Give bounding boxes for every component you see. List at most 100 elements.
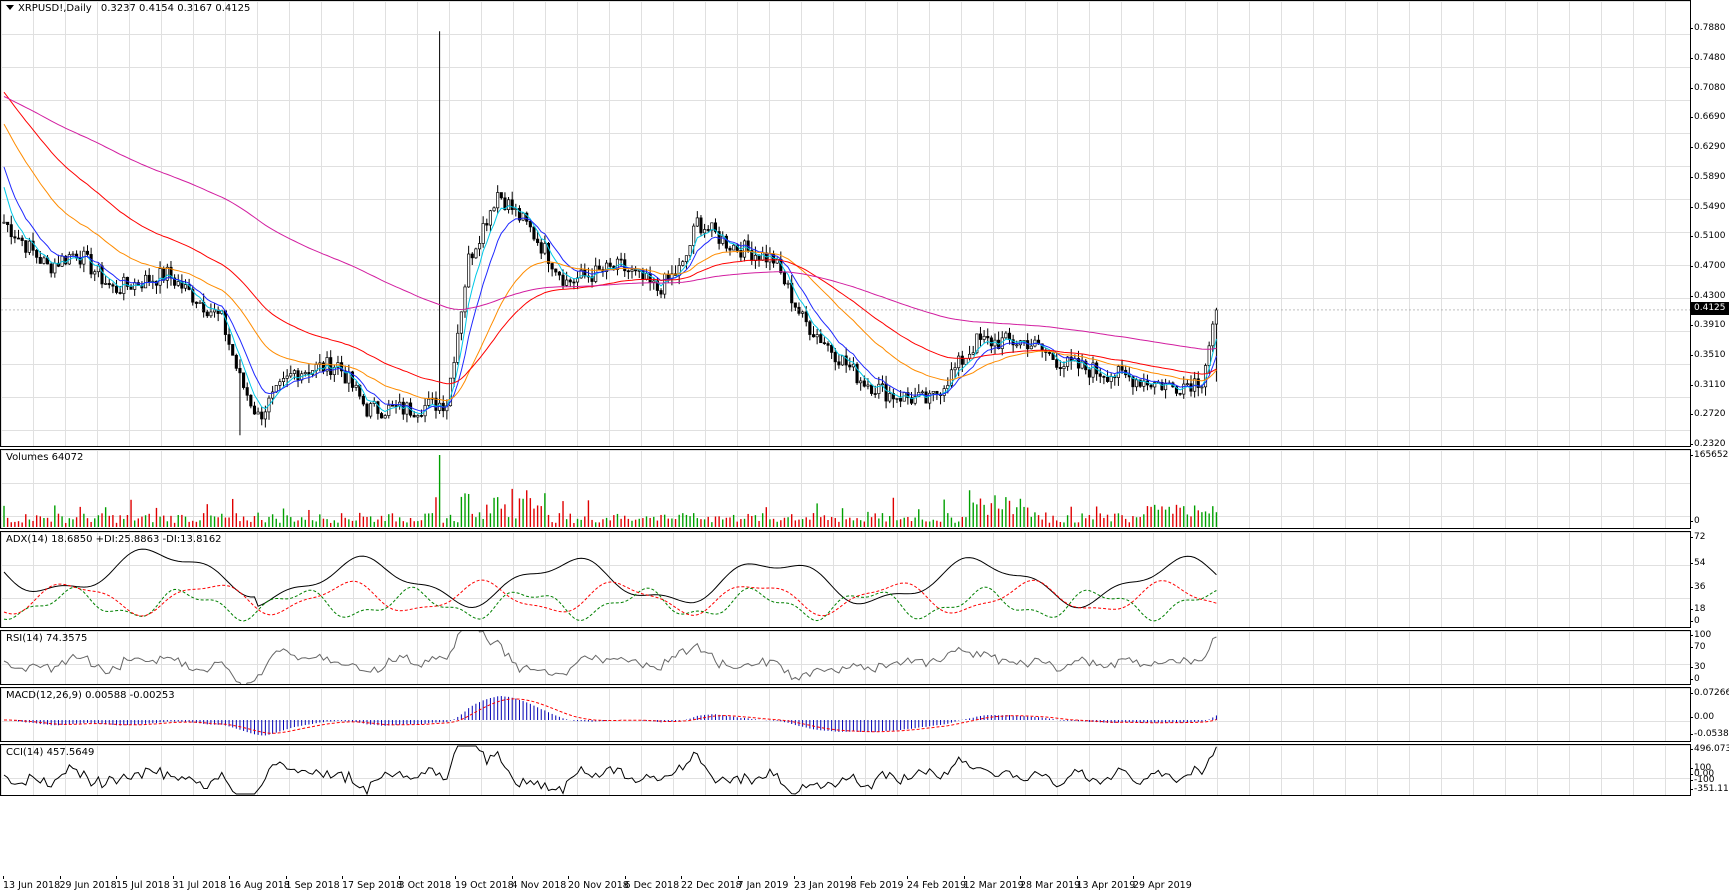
candle [111, 282, 115, 294]
date-tick: 3 Oct 2018 [398, 876, 452, 891]
date-tick: 29 Apr 2019 [1133, 876, 1192, 891]
adx-axis-36: 36 [1689, 582, 1706, 592]
date-tick: 20 Nov 2018 [568, 876, 629, 891]
candle [1095, 360, 1099, 381]
indicator-line [3, 548, 1217, 609]
date-tick: 6 Dec 2018 [624, 876, 680, 891]
date-tick: 28 Mar 2019 [1020, 876, 1081, 891]
candle [394, 399, 398, 414]
cci-label: CCI(14) 457.5649 [6, 747, 95, 758]
candle [474, 247, 478, 259]
date-tick: 13 Apr 2019 [1076, 876, 1136, 891]
adx-axis-0: 0 [1690, 616, 1700, 626]
macd-axis-min: -0.05388 [1689, 729, 1729, 739]
candle [1047, 351, 1051, 356]
candle [1109, 373, 1113, 389]
macd-svg [4, 696, 1217, 736]
candle [801, 310, 805, 318]
candle [997, 331, 1001, 350]
candle [1124, 365, 1128, 379]
candle [626, 269, 630, 280]
candle [859, 377, 863, 391]
candle [877, 376, 881, 399]
candle [931, 390, 935, 402]
candle [1055, 353, 1059, 370]
price-axis-tick: 0.2320 [1690, 439, 1726, 449]
candle [158, 261, 162, 294]
candle [35, 249, 39, 264]
macd-axis-max: 0.07266 [1689, 688, 1729, 698]
candle [815, 328, 819, 345]
candle [1069, 349, 1073, 370]
candle [227, 326, 231, 351]
price-chart-svg [1, 31, 1690, 436]
cci-axis: 496.0732 100 0.00 -100 -351.110 [1689, 744, 1729, 796]
candle [71, 251, 75, 256]
candle [477, 235, 482, 257]
candle [82, 246, 86, 273]
candle [713, 218, 718, 234]
collapse-triangle-icon[interactable] [6, 5, 14, 10]
candle [336, 355, 340, 375]
rsi-axis-70: 70 [1689, 642, 1706, 652]
adx-axis-72: 72 [1689, 532, 1706, 542]
candle [470, 252, 474, 266]
candle [133, 278, 137, 296]
candle [223, 310, 227, 342]
candle [543, 235, 547, 256]
candle [231, 344, 235, 356]
candle [289, 365, 293, 379]
candle [855, 362, 859, 385]
adx-axis-18: 18 [1689, 604, 1706, 614]
price-axis-tick: 0.5890 [1690, 171, 1726, 182]
candle [42, 255, 46, 265]
date-tick: 29 Jun 2018 [59, 876, 117, 891]
candle [1007, 327, 1012, 345]
price-grid [1, 1, 1690, 446]
candle [797, 302, 801, 316]
candle [249, 394, 253, 409]
candle [928, 390, 932, 410]
candle [499, 192, 503, 200]
candle [488, 209, 492, 232]
cci-pane[interactable]: CCI(14) 457.5649 [0, 744, 1691, 796]
candle [383, 414, 387, 419]
candle [536, 230, 540, 246]
candle [114, 279, 119, 295]
candle [67, 251, 71, 265]
candle [1087, 367, 1091, 386]
candle [434, 391, 438, 419]
candle [169, 261, 173, 286]
volumes-grid [1, 450, 1690, 528]
price-chart-pane[interactable]: XRPUSD!,Daily 0.3237 0.4154 0.3167 0.412… [0, 0, 1691, 447]
candle [510, 191, 514, 215]
adx-svg [3, 548, 1217, 622]
candle [891, 388, 895, 408]
candle [492, 206, 496, 212]
rsi-axis-0: 0 [1690, 674, 1700, 684]
candle [750, 241, 754, 265]
candle [557, 271, 561, 281]
date-axis: 13 Jun 2018 29 Jun 2018 15 Jul 2018 31 Jul … [0, 876, 1691, 896]
adx-axis: 72 54 36 18 0 [1689, 531, 1729, 628]
candle [630, 265, 634, 279]
candle [1004, 331, 1008, 340]
candle [982, 330, 986, 343]
macd-axis: 0.07266 0.00 -0.05388 [1689, 687, 1729, 742]
rsi-pane[interactable]: RSI(14) 74.3575 [0, 630, 1691, 685]
indicator-line [3, 745, 1217, 795]
volumes-axis-max: 165652 [1689, 450, 1729, 460]
macd-pane[interactable]: MACD(12,26,9) 0.00588 -0.00253 [0, 687, 1691, 742]
price-axis-tick: 0.3910 [1690, 320, 1726, 331]
candle [870, 384, 874, 396]
candle [528, 218, 532, 233]
candle [125, 276, 129, 290]
candle [398, 393, 402, 410]
candle [281, 371, 286, 387]
volumes-pane[interactable]: Volumes 64072 [0, 449, 1691, 529]
date-tick: 16 Aug 2018 [229, 876, 290, 891]
candle [1189, 375, 1193, 397]
price-axis-tick: 0.5100 [1690, 231, 1726, 241]
candle [884, 375, 888, 409]
adx-pane[interactable]: ADX(14) 18.6850 +DI:25.8863 -DI:13.8162 [0, 531, 1691, 628]
